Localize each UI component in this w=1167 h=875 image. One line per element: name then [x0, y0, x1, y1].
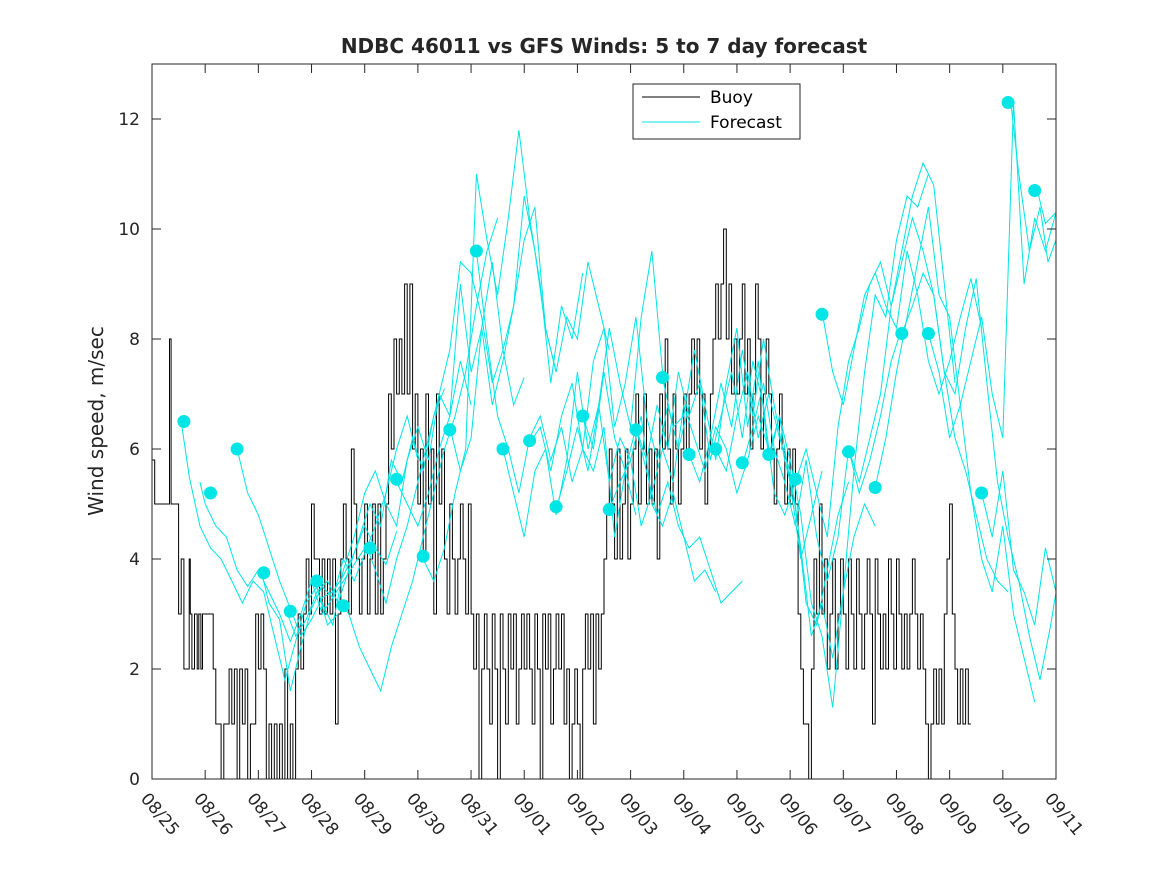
forecast-marker-18	[629, 423, 643, 437]
forecast-line-3	[236, 448, 398, 638]
forecast-line-20	[688, 338, 850, 627]
legend-buoy-label: Buoy	[710, 88, 753, 108]
forecast-line-27	[874, 206, 1036, 703]
forecast-marker-11	[443, 423, 457, 437]
forecast-line-32	[1036, 190, 1057, 225]
legend-forecast-label: Forecast	[710, 113, 782, 133]
forecast-marker-24	[788, 472, 802, 486]
forecast-line-6	[313, 360, 472, 627]
y-tick-label: 8	[129, 330, 140, 350]
forecast-line-17	[608, 404, 770, 527]
forecast-marker-32	[1028, 184, 1042, 197]
forecast-marker-12	[469, 244, 483, 258]
forecast-line-31	[1010, 102, 1057, 263]
plot-frame	[151, 63, 1057, 780]
forecast-marker-19	[656, 371, 669, 384]
forecast-marker-30	[975, 486, 989, 500]
forecast-marker-25	[815, 307, 829, 321]
forecast-line-10	[422, 129, 584, 583]
forecast-line-5	[287, 388, 445, 638]
forecast-marker-15	[549, 500, 563, 514]
forecast-marker-21	[709, 442, 723, 456]
forecast-markers	[177, 96, 1042, 618]
forecast-line-8	[366, 260, 525, 605]
forecast-marker-9	[390, 472, 404, 486]
forecast-marker-3	[230, 442, 244, 456]
forecast-marker-8	[363, 541, 377, 555]
forecast-line-1	[180, 421, 339, 682]
plot-area	[151, 63, 1057, 780]
forecast-marker-14	[523, 434, 537, 448]
forecast-marker-16	[576, 409, 590, 423]
forecast-line-29	[927, 102, 1057, 439]
legend-box	[632, 83, 801, 140]
forecast-line-21	[715, 371, 876, 659]
plot-background	[152, 64, 1056, 779]
forecast-marker-29	[921, 327, 935, 340]
y-tick-label: 0	[129, 770, 140, 790]
forecast-marker-5	[283, 604, 297, 618]
forecast-marker-6	[310, 574, 324, 588]
forecast-line-16	[582, 371, 743, 604]
axis-ticks	[151, 64, 1057, 780]
forecast-line-11	[449, 206, 610, 473]
forecast-marker-7	[336, 599, 350, 613]
forecast-marker-2	[204, 486, 217, 500]
y-tick-label: 4	[129, 550, 140, 570]
forecast-marker-27	[868, 481, 882, 494]
forecast-line-15	[555, 404, 717, 593]
forecast-marker-31	[1001, 96, 1015, 109]
forecast-line-23	[768, 173, 929, 708]
forecast-marker-28	[895, 327, 909, 340]
forecast-marker-22	[735, 456, 749, 470]
y-tick-label: 10	[118, 220, 140, 240]
forecast-marker-20	[682, 448, 696, 461]
forecast-marker-17	[602, 503, 616, 516]
forecast-marker-23	[762, 448, 776, 461]
forecast-marker-13	[496, 442, 510, 456]
forecast-marker-26	[842, 445, 856, 459]
forecast-marker-1	[177, 415, 191, 428]
chart-title: NDBC 46011 vs GFS Winds: 5 to 7 day fore…	[341, 34, 868, 58]
forecast-line-26	[848, 216, 1009, 593]
forecast-line-25	[821, 250, 983, 406]
y-axis-tick-labels: 0 2 4 6 8 10 12	[118, 110, 140, 790]
forecast-marker-10	[416, 549, 430, 563]
forecast-marker-4	[257, 566, 271, 580]
forecast-line-30	[981, 470, 1057, 626]
y-tick-label: 12	[118, 110, 140, 130]
forecast-line-4	[260, 414, 419, 692]
forecast-line-19	[662, 327, 823, 560]
legend: Buoy Forecast	[632, 83, 801, 140]
forecast-line-22	[741, 327, 903, 582]
y-tick-label: 6	[129, 440, 140, 460]
forecast-line-28	[901, 271, 1057, 681]
y-axis-label: Wind speed, m/sec	[84, 326, 108, 516]
forecast-line-2	[199, 481, 366, 643]
forecast-line-14	[529, 316, 690, 472]
y-tick-label: 2	[129, 660, 140, 680]
